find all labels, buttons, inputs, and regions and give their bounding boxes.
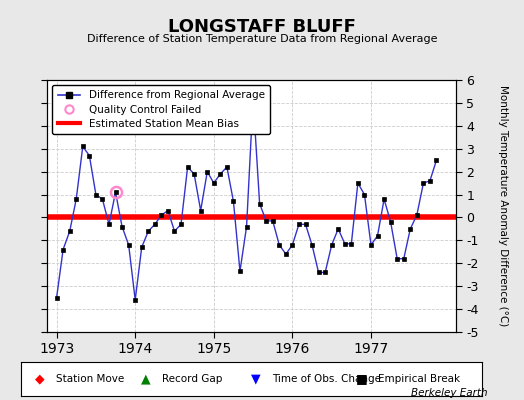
Text: ▼: ▼: [252, 372, 261, 386]
Text: Empirical Break: Empirical Break: [378, 374, 461, 384]
Text: Difference of Station Temperature Data from Regional Average: Difference of Station Temperature Data f…: [87, 34, 437, 44]
Text: Record Gap: Record Gap: [161, 374, 222, 384]
Text: ▲: ▲: [140, 372, 150, 386]
Text: LONGSTAFF BLUFF: LONGSTAFF BLUFF: [168, 18, 356, 36]
Text: ■: ■: [356, 372, 368, 386]
Text: Berkeley Earth: Berkeley Earth: [411, 388, 487, 398]
Text: Time of Obs. Change: Time of Obs. Change: [272, 374, 381, 384]
Text: ◆: ◆: [35, 372, 44, 386]
Legend: Difference from Regional Average, Quality Control Failed, Estimated Station Mean: Difference from Regional Average, Qualit…: [52, 85, 270, 134]
Text: Station Move: Station Move: [56, 374, 124, 384]
Y-axis label: Monthly Temperature Anomaly Difference (°C): Monthly Temperature Anomaly Difference (…: [498, 85, 508, 327]
